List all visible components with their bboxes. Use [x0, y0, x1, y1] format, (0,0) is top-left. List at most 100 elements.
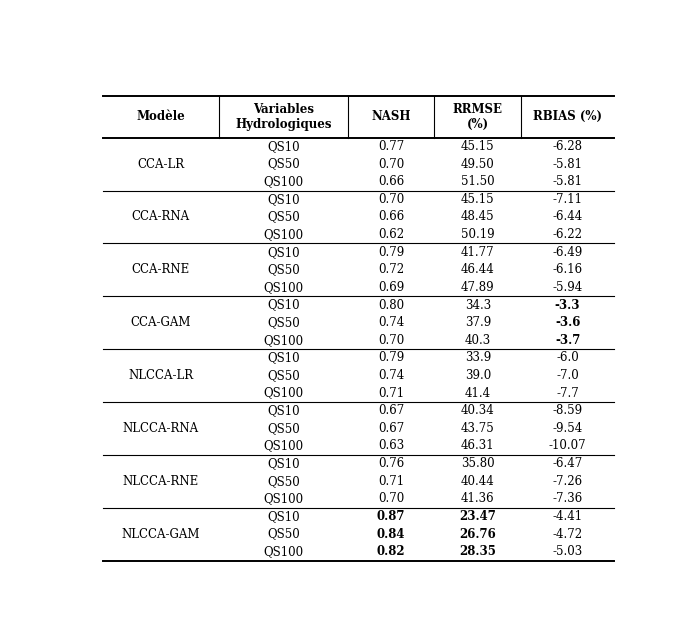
Text: QS10: QS10	[267, 246, 300, 259]
Text: 0.77: 0.77	[378, 140, 404, 153]
Text: NASH: NASH	[371, 110, 411, 123]
Text: 45.15: 45.15	[461, 193, 495, 206]
Text: 0.80: 0.80	[378, 299, 404, 311]
Text: 40.34: 40.34	[461, 404, 495, 417]
Text: QS10: QS10	[267, 299, 300, 311]
Text: QS100: QS100	[264, 175, 303, 188]
Text: 41.77: 41.77	[461, 246, 495, 259]
Text: 0.67: 0.67	[378, 422, 404, 435]
Text: 0.79: 0.79	[378, 246, 404, 259]
Text: QS100: QS100	[264, 545, 303, 558]
Text: 45.15: 45.15	[461, 140, 495, 153]
Text: RBIAS (%): RBIAS (%)	[533, 110, 602, 123]
Text: 35.80: 35.80	[461, 457, 495, 470]
Text: 51.50: 51.50	[461, 175, 495, 188]
Text: 23.47: 23.47	[459, 510, 496, 523]
Text: -7.7: -7.7	[556, 386, 579, 399]
Text: 0.70: 0.70	[378, 334, 404, 347]
Text: -5.94: -5.94	[552, 281, 583, 294]
Text: 0.63: 0.63	[378, 440, 404, 453]
Text: -3.3: -3.3	[555, 299, 580, 311]
Text: 50.19: 50.19	[461, 228, 495, 241]
Text: QS50: QS50	[267, 211, 300, 223]
Text: -6.16: -6.16	[552, 263, 583, 276]
Text: CCA-LR: CCA-LR	[137, 157, 185, 171]
Text: 37.9: 37.9	[465, 316, 491, 329]
Text: 49.50: 49.50	[461, 157, 495, 171]
Text: -6.0: -6.0	[556, 351, 579, 365]
Text: QS50: QS50	[267, 422, 300, 435]
Text: 0.70: 0.70	[378, 492, 404, 505]
Text: QS10: QS10	[267, 457, 300, 470]
Text: -5.81: -5.81	[553, 157, 582, 171]
Text: -3.6: -3.6	[555, 316, 580, 329]
Text: -6.49: -6.49	[552, 246, 583, 259]
Text: QS50: QS50	[267, 263, 300, 276]
Text: -4.41: -4.41	[552, 510, 583, 523]
Text: 34.3: 34.3	[465, 299, 491, 311]
Text: 47.89: 47.89	[461, 281, 495, 294]
Text: -7.36: -7.36	[552, 492, 583, 505]
Text: 0.71: 0.71	[378, 386, 404, 399]
Text: -3.7: -3.7	[555, 334, 580, 347]
Text: NLCCA-RNE: NLCCA-RNE	[123, 474, 199, 488]
Text: 48.45: 48.45	[461, 211, 495, 223]
Text: QS10: QS10	[267, 510, 300, 523]
Text: CCA-RNE: CCA-RNE	[131, 263, 190, 276]
Text: -6.22: -6.22	[553, 228, 582, 241]
Text: QS100: QS100	[264, 281, 303, 294]
Text: -7.0: -7.0	[556, 369, 579, 382]
Text: 28.35: 28.35	[459, 545, 496, 558]
Text: RRMSE
(%): RRMSE (%)	[453, 103, 503, 131]
Text: 0.87: 0.87	[377, 510, 405, 523]
Text: 39.0: 39.0	[465, 369, 491, 382]
Text: 0.62: 0.62	[378, 228, 404, 241]
Text: 0.79: 0.79	[378, 351, 404, 365]
Text: CCA-RNA: CCA-RNA	[132, 211, 190, 223]
Text: QS50: QS50	[267, 316, 300, 329]
Text: QS10: QS10	[267, 404, 300, 417]
Text: -8.59: -8.59	[552, 404, 583, 417]
Text: QS50: QS50	[267, 157, 300, 171]
Text: CCA-GAM: CCA-GAM	[131, 316, 191, 329]
Text: 0.70: 0.70	[378, 193, 404, 206]
Text: 0.69: 0.69	[378, 281, 404, 294]
Text: QS10: QS10	[267, 140, 300, 153]
Text: 0.72: 0.72	[378, 263, 404, 276]
Text: Variables
Hydrologiques: Variables Hydrologiques	[236, 103, 332, 131]
Text: 0.76: 0.76	[378, 457, 404, 470]
Text: NLCCA-RNA: NLCCA-RNA	[123, 422, 199, 435]
Text: QS100: QS100	[264, 492, 303, 505]
Text: 0.74: 0.74	[378, 369, 404, 382]
Text: -6.44: -6.44	[552, 211, 583, 223]
Text: QS100: QS100	[264, 386, 303, 399]
Text: 40.3: 40.3	[465, 334, 491, 347]
Text: 0.66: 0.66	[378, 211, 404, 223]
Text: 0.71: 0.71	[378, 474, 404, 488]
Text: QS100: QS100	[264, 228, 303, 241]
Text: 40.44: 40.44	[461, 474, 495, 488]
Text: Modèle: Modèle	[136, 110, 185, 123]
Text: -7.26: -7.26	[552, 474, 583, 488]
Text: QS50: QS50	[267, 474, 300, 488]
Text: NLCCA-GAM: NLCCA-GAM	[122, 528, 200, 541]
Text: NLCCA-LR: NLCCA-LR	[129, 369, 194, 382]
Text: 0.82: 0.82	[377, 545, 405, 558]
Text: 26.76: 26.76	[459, 528, 496, 541]
Text: -7.11: -7.11	[553, 193, 582, 206]
Text: QS50: QS50	[267, 369, 300, 382]
Text: 0.74: 0.74	[378, 316, 404, 329]
Text: 33.9: 33.9	[465, 351, 491, 365]
Text: 0.66: 0.66	[378, 175, 404, 188]
Text: QS100: QS100	[264, 334, 303, 347]
Text: QS10: QS10	[267, 193, 300, 206]
Text: QS10: QS10	[267, 351, 300, 365]
Text: -5.81: -5.81	[553, 175, 582, 188]
Text: 41.4: 41.4	[465, 386, 491, 399]
Text: 43.75: 43.75	[461, 422, 495, 435]
Text: 41.36: 41.36	[461, 492, 495, 505]
Text: 0.70: 0.70	[378, 157, 404, 171]
Text: 46.31: 46.31	[461, 440, 495, 453]
Text: QS50: QS50	[267, 528, 300, 541]
Text: -6.28: -6.28	[553, 140, 582, 153]
